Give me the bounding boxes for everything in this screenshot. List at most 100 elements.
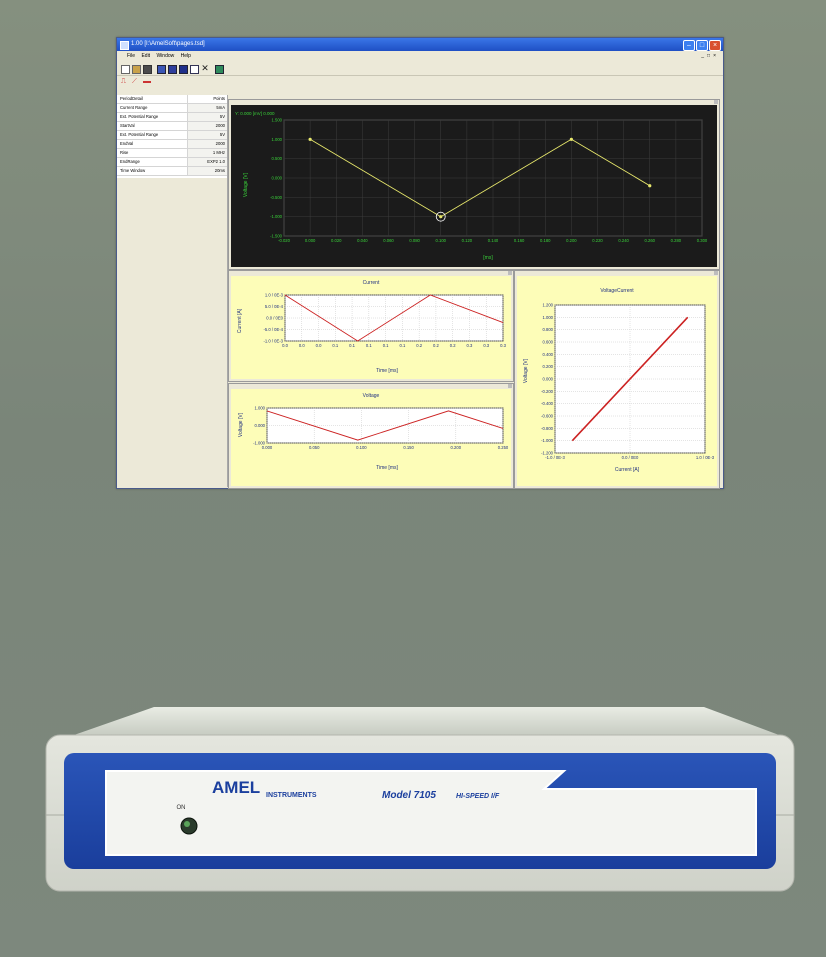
chart-icon[interactable]: [157, 65, 166, 74]
data-point: [569, 137, 573, 141]
y-tick-label: -1.000: [541, 438, 554, 443]
param-row[interactable]: PeriodDetail Points: [117, 95, 227, 104]
chart-title: Voltage: [363, 393, 380, 399]
x-tick-label: 0.100: [436, 238, 447, 243]
param-row[interactable]: Time Window 20ms: [117, 167, 227, 176]
parameters-empty-area: [117, 178, 227, 487]
new-file-icon[interactable]: [121, 65, 130, 74]
x-tick-label: 0.1: [383, 343, 389, 348]
minimize-button[interactable]: –: [683, 40, 695, 51]
pulse-wave-icon[interactable]: ⎍: [121, 78, 126, 85]
data-series-line: [571, 316, 689, 442]
x-tick-label: 0.000: [262, 445, 273, 450]
x-tick-label: -0.020: [278, 238, 291, 243]
window-icon[interactable]: [190, 65, 199, 74]
x-tick-label: 0.2: [450, 343, 456, 348]
voltage-current-chart[interactable]: VoltageCurrent Voltage [V] Current [A] 1…: [515, 271, 719, 488]
title-bar: 1.00 [I:\AmelSoft\pages.tsd] – □ ×: [117, 38, 723, 51]
device-top: [74, 707, 779, 735]
pane-close-icon[interactable]: [508, 384, 512, 388]
y-axis-label: Voltage [V]: [523, 358, 529, 383]
x-tick-label: 0.220: [592, 238, 603, 243]
y-axis-label: Voltage [V]: [243, 172, 249, 197]
x-tick-label: 1.0 / 0E-3: [696, 455, 715, 460]
x-tick-label: 0.140: [488, 238, 499, 243]
param-row[interactable]: EndRange EXP2 1.0: [117, 158, 227, 167]
param-row[interactable]: StartVal 2000: [117, 122, 227, 131]
x-tick-label: 0.200: [451, 445, 462, 450]
open-folder-icon[interactable]: [132, 65, 141, 74]
x-tick-label: 0.040: [357, 238, 368, 243]
x-tick-label: 0.0: [299, 343, 305, 348]
cursor-readout: Y: 0.000 [mV] 0.000: [235, 111, 275, 116]
param-row[interactable]: Ext. Potential Range 5V: [117, 113, 227, 122]
cursor-marker: [435, 211, 446, 222]
chart-title: VoltageCurrent: [600, 288, 634, 294]
y-tick-label: -0.500: [270, 195, 283, 200]
y-tick-label: 1.500: [272, 118, 283, 123]
grid-icon[interactable]: [179, 65, 188, 74]
param-row[interactable]: Current Range 5mA: [117, 104, 227, 113]
menu-window[interactable]: Window: [156, 53, 175, 59]
pane-close-icon[interactable]: [714, 100, 718, 104]
menu-bar: File Edit Window Help _□×: [117, 52, 723, 61]
x-tick-label: 0.0: [282, 343, 288, 348]
y-tick-label: -5.0 / 0E-4: [263, 327, 283, 332]
x-axis-label: Time [ms]: [376, 465, 398, 471]
y-tick-label: 1.0 / 0E-3: [265, 293, 284, 298]
current-chart[interactable]: Current Current [A] Time [ms] 1.0 / 0E-3…: [229, 271, 513, 381]
ramp-icon[interactable]: ⟋: [132, 78, 137, 85]
x-tick-label: 0.0 / 0E0: [622, 455, 639, 460]
y-tick-label: -1.000: [270, 214, 283, 219]
main-voltage-chart[interactable]: Y: 0.000 [mV] 0.000 Voltage [V] [ms] 1.5…: [229, 100, 719, 269]
model-label: Model 7105: [382, 790, 436, 801]
save-icon[interactable]: [143, 65, 152, 74]
secondary-toolbar: ⎍ ⟋: [117, 76, 723, 87]
y-tick-label: 0.000: [255, 423, 266, 428]
close-button[interactable]: ×: [709, 40, 721, 51]
x-axis-label: Time [ms]: [376, 368, 398, 374]
x-tick-label: -1.0 / 0E-3: [545, 455, 565, 460]
y-tick-label: 0.400: [543, 352, 554, 357]
current-plot-pane: Current Current [A] Time [ms] 1.0 / 0E-3…: [228, 270, 514, 382]
x-tick-label: 0.020: [331, 238, 342, 243]
param-row[interactable]: Rise 1 MHz: [117, 149, 227, 158]
x-tick-label: 0.100: [356, 445, 367, 450]
param-row[interactable]: EndVal 2000: [117, 140, 227, 149]
y-axis-label: Voltage [V]: [238, 412, 244, 437]
voltage-plot-pane: Voltage Voltage [V] Time [ms] 1.000 0.000…: [228, 383, 514, 489]
menu-file[interactable]: File: [127, 53, 136, 59]
y-tick-label: -0.400: [541, 401, 554, 406]
power-label: ON: [177, 805, 186, 811]
x-tick-label: 0.1: [349, 343, 355, 348]
y-tick-label: 5.0 / 0E-4: [265, 304, 284, 309]
pane-close-icon[interactable]: [714, 271, 718, 275]
x-tick-label: 0.3: [500, 343, 506, 348]
voltage-chart[interactable]: Voltage Voltage [V] Time [ms] 1.000 0.000…: [229, 384, 513, 488]
mdi-controls-icon[interactable]: _□×: [701, 53, 719, 59]
copy-icon[interactable]: [168, 65, 177, 74]
menu-edit[interactable]: Edit: [141, 53, 151, 59]
menu-help[interactable]: Help: [180, 53, 191, 59]
delete-icon[interactable]: ✕: [201, 63, 209, 73]
x-tick-label: 0.300: [697, 238, 708, 243]
x-tick-label: 0.0: [316, 343, 322, 348]
export-icon[interactable]: [215, 65, 224, 74]
y-tick-label: -1.0 / 0E-3: [263, 339, 283, 344]
app-icon: [120, 41, 129, 50]
x-tick-label: 0.1: [366, 343, 372, 348]
param-row[interactable]: Ext. Potential Range 5V: [117, 131, 227, 140]
x-tick-label: 0.280: [671, 238, 682, 243]
main-plot-pane: Y: 0.000 [mV] 0.000 Voltage [V] [ms] 1.5…: [228, 99, 720, 270]
data-series-line: [284, 294, 504, 342]
y-axis-label: Current [A]: [237, 308, 243, 333]
y-tick-label: -0.800: [541, 426, 554, 431]
y-tick-label: -0.600: [541, 414, 554, 419]
y-tick-label: 1.000: [255, 406, 266, 411]
brand-logo: AMEL: [212, 778, 260, 797]
y-tick-label: -1.500: [270, 234, 283, 239]
window-title: 1.00 [I:\AmelSoft\pages.tsd]: [131, 41, 205, 47]
pane-close-icon[interactable]: [508, 271, 512, 275]
maximize-button[interactable]: □: [696, 40, 708, 51]
line-icon[interactable]: [143, 81, 151, 83]
